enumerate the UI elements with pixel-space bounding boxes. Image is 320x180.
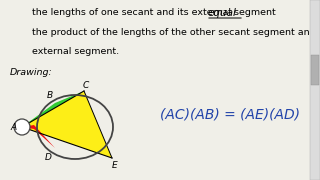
Polygon shape	[22, 125, 55, 148]
Text: C: C	[83, 80, 89, 89]
Text: D: D	[44, 152, 52, 161]
Bar	[310, 0, 320, 180]
Circle shape	[14, 119, 30, 135]
Text: the lengths of one secant and its external segment: the lengths of one secant and its extern…	[32, 8, 276, 17]
Text: (AC)(AB) = (AE)(AD): (AC)(AB) = (AE)(AD)	[160, 108, 300, 122]
Text: E: E	[112, 161, 118, 170]
Text: equal: equal	[208, 8, 237, 18]
Polygon shape	[22, 91, 84, 127]
Text: A: A	[11, 123, 17, 132]
Bar	[311, 55, 319, 85]
Text: external segment.: external segment.	[32, 47, 119, 56]
Polygon shape	[22, 91, 112, 158]
Text: Drawing:: Drawing:	[10, 68, 53, 77]
Text: B: B	[47, 91, 53, 100]
Text: the product of the lengths of the other secant segment and its: the product of the lengths of the other …	[32, 28, 320, 37]
